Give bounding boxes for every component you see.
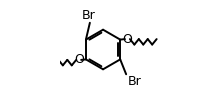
Text: Br: Br	[128, 75, 141, 88]
Text: O: O	[122, 33, 132, 46]
Text: Br: Br	[82, 9, 96, 22]
Text: O: O	[74, 53, 84, 66]
